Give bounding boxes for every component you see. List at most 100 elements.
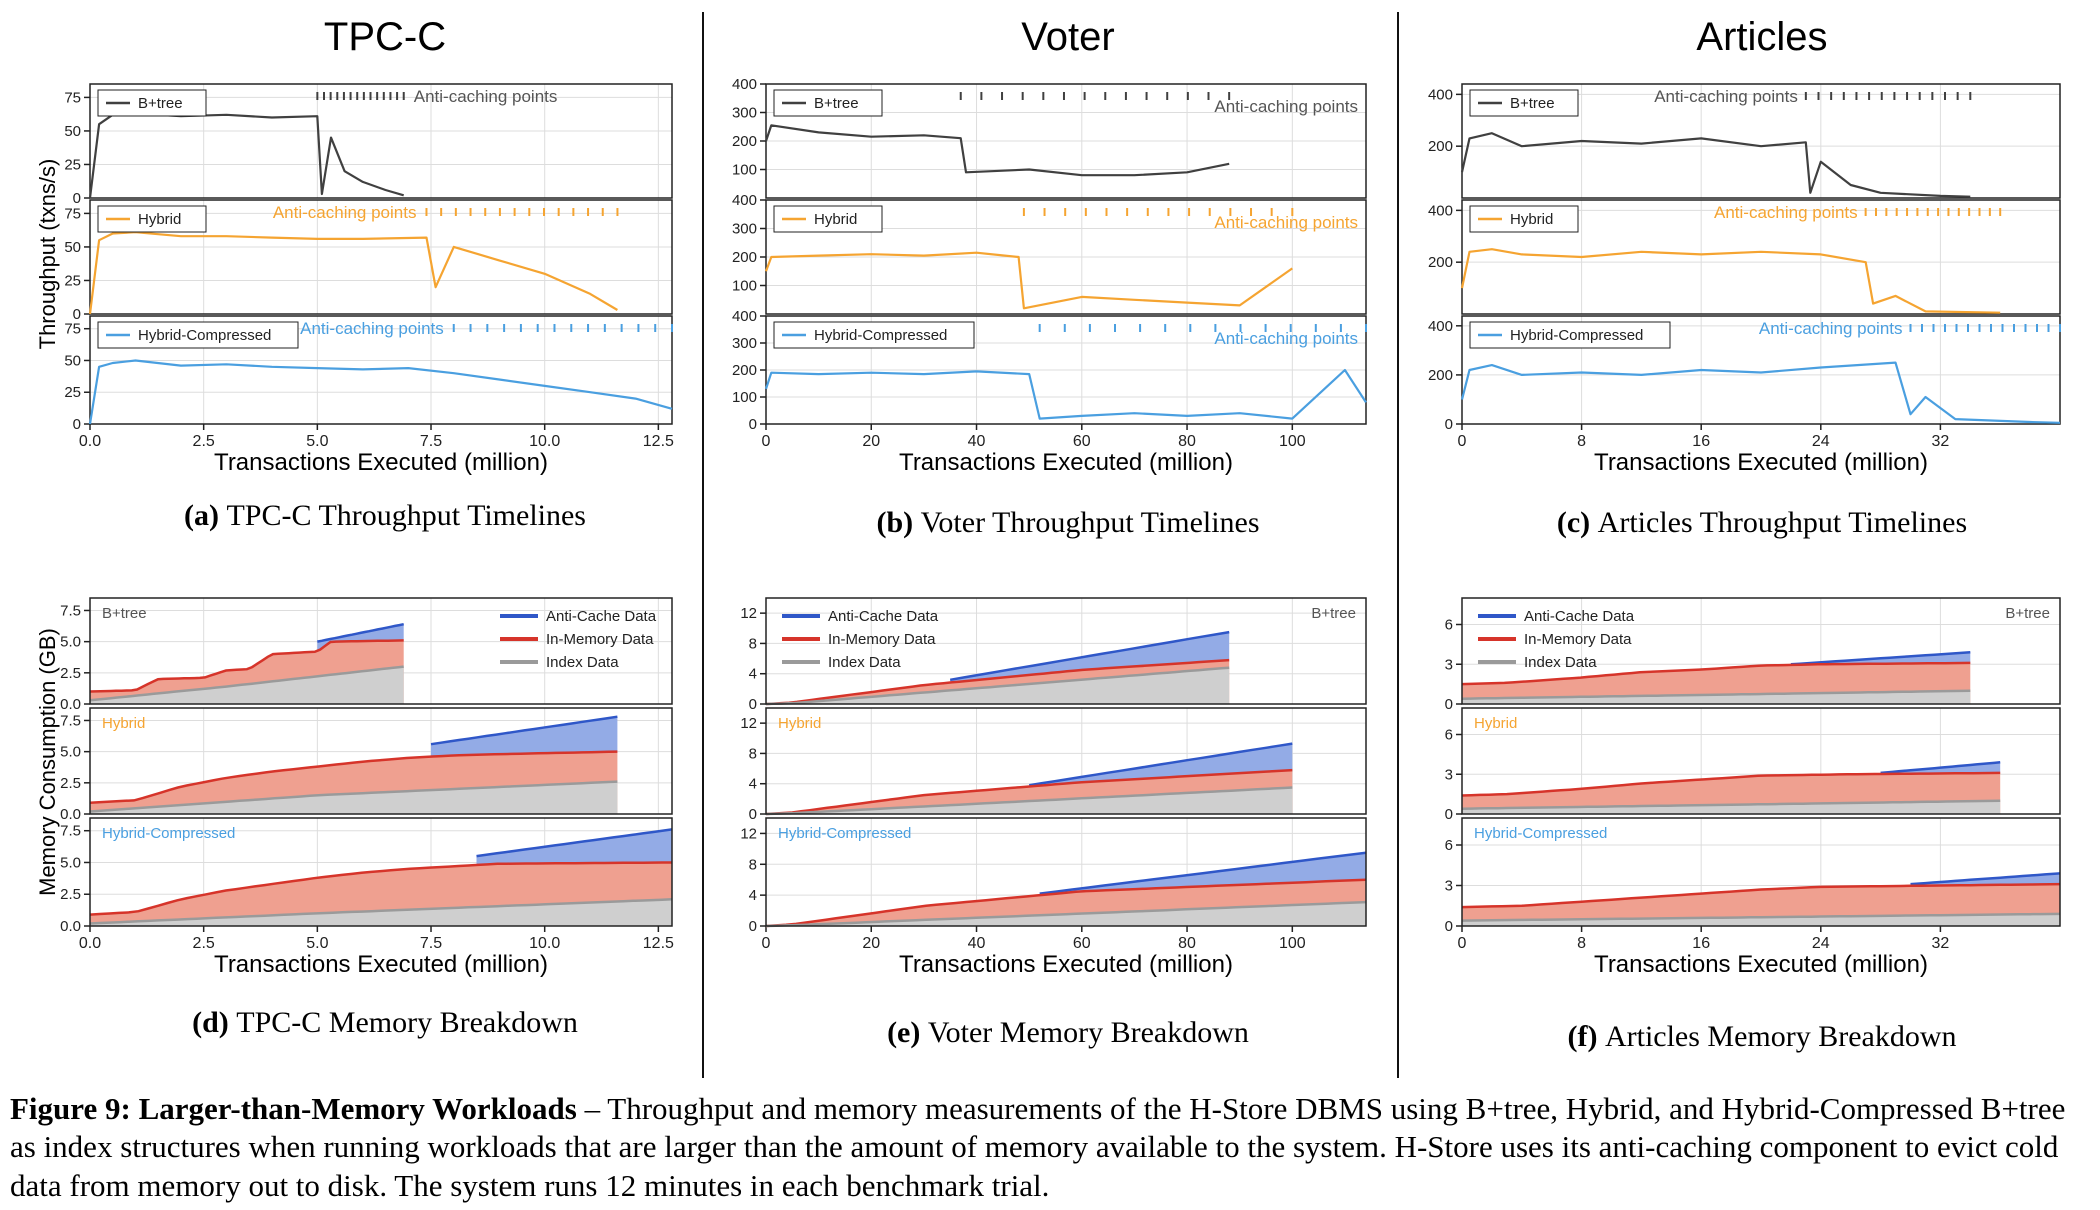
subplot-frame xyxy=(765,707,1367,815)
in-memory-line xyxy=(1461,771,2001,797)
anti-caching-annotation: Anti-caching points xyxy=(1214,329,1358,348)
y-tick-label: 200 xyxy=(1428,367,1453,384)
y-tick-label: 0.0 xyxy=(60,806,81,823)
x-tick-label: 12.5 xyxy=(643,935,674,952)
subcaption-label: (e) xyxy=(887,1016,928,1049)
x-tick-label: 7.5 xyxy=(420,935,442,952)
y-tick-label: 400 xyxy=(732,76,757,93)
subplot-frame xyxy=(89,83,673,199)
caption-title: Figure 9: Larger-than-Memory Workloads xyxy=(10,1091,577,1126)
subplot-frame xyxy=(765,199,1367,315)
subcaption-text: Articles Throughput Timelines xyxy=(1598,506,1967,539)
throughput-line-hybrid xyxy=(764,251,1293,310)
y-tick-label: 4 xyxy=(749,776,757,793)
legend-label: Hybrid xyxy=(138,211,181,228)
throughput-line-compressed xyxy=(764,368,1367,420)
index-line xyxy=(1461,689,1971,700)
subcaption: (d) TPC-C Memory Breakdown xyxy=(192,1006,578,1039)
y-tick-label: 0 xyxy=(1445,416,1453,433)
y-tick-label: 400 xyxy=(732,192,757,209)
anti-caching-annotation: Anti-caching points xyxy=(1214,97,1358,116)
subplot-frame xyxy=(89,199,673,315)
anti-caching-annotation: Anti-caching points xyxy=(273,203,417,222)
x-tick-label: 20 xyxy=(862,935,880,952)
y-tick-label: 3 xyxy=(1445,656,1453,673)
x-tick-label: 7.5 xyxy=(420,433,442,450)
subcaption-label: (a) xyxy=(184,499,226,532)
x-tick-label: 5.0 xyxy=(306,433,328,450)
x-tick-label: 0 xyxy=(1458,935,1467,952)
memory-legend-label: Index Data xyxy=(1524,654,1597,671)
y-tick-label: 200 xyxy=(732,362,757,379)
x-tick-label: 24 xyxy=(1812,433,1830,450)
y-tick-label: 2.5 xyxy=(60,775,81,792)
y-tick-label: 0 xyxy=(73,190,81,207)
chart-layer: TPC-C Voter Articles0255075025507502550750… xyxy=(35,15,2061,1053)
anti-cache-line xyxy=(317,622,404,643)
y-tick-label: 12 xyxy=(740,825,757,842)
subcaption-text: Voter Memory Breakdown xyxy=(928,1016,1249,1049)
x-tick-label: 0 xyxy=(762,433,771,450)
throughput-line-btree xyxy=(764,124,1230,177)
y-tick-label: 8 xyxy=(749,635,757,652)
memory-legend-label: In-Memory Data xyxy=(1524,631,1632,648)
y-tick-label: 7.5 xyxy=(60,712,81,729)
y-tick-label: 2.5 xyxy=(60,665,81,682)
y-tick-label: 0.0 xyxy=(60,696,81,713)
y-tick-label: 0 xyxy=(1445,696,1453,713)
y-tick-label: 6 xyxy=(1445,837,1453,854)
subplot-frame xyxy=(89,707,673,815)
subplot-frame xyxy=(89,315,673,425)
subplot-frame xyxy=(89,817,673,927)
column-title: TPC-C xyxy=(324,15,446,59)
x-tick-label: 16 xyxy=(1692,433,1710,450)
subplot-frame xyxy=(1461,817,2061,927)
y-tick-label: 300 xyxy=(732,335,757,352)
subplot-frame xyxy=(765,597,1367,705)
anti-cache-area xyxy=(317,624,404,652)
y-tick-label: 200 xyxy=(732,133,757,150)
x-tick-label: 8 xyxy=(1577,935,1586,952)
memory-legend-label: Index Data xyxy=(546,654,619,671)
y-tick-label: 25 xyxy=(64,272,81,289)
memory-legend-label: In-Memory Data xyxy=(546,631,654,648)
column-title: Articles xyxy=(1696,15,1827,59)
y-tick-label: 400 xyxy=(1428,86,1453,103)
index-line xyxy=(89,898,673,925)
x-tick-label: 40 xyxy=(968,433,986,450)
caption-text: – Throughput and memory measurements of … xyxy=(10,1091,2066,1203)
subplot-frame xyxy=(1461,199,2061,315)
index-area xyxy=(1462,690,1971,704)
index-area xyxy=(766,787,1293,814)
y-tick-label: 0 xyxy=(749,806,757,823)
x-tick-label: 5.0 xyxy=(306,935,328,952)
throughput-line-compressed xyxy=(88,359,673,425)
x-axis-label: Transactions Executed (million) xyxy=(1594,449,1928,476)
legend-label: Hybrid xyxy=(1510,211,1553,228)
x-tick-label: 8 xyxy=(1577,433,1586,450)
series-label: Hybrid xyxy=(102,715,145,732)
y-axis-label: Memory Consumption (GB) xyxy=(35,628,60,896)
subplot-frame xyxy=(1461,707,2061,815)
subcaption-label: (b) xyxy=(876,506,920,539)
subcaption: (e) Voter Memory Breakdown xyxy=(887,1016,1249,1049)
subcaption: (b) Voter Throughput Timelines xyxy=(876,506,1259,539)
throughput-line-compressed xyxy=(1460,361,2061,424)
y-tick-label: 100 xyxy=(732,389,757,406)
subcaption-text: TPC-C Throughput Timelines xyxy=(226,499,586,532)
x-tick-label: 80 xyxy=(1178,935,1196,952)
index-area xyxy=(1462,800,2001,814)
y-tick-label: 75 xyxy=(64,205,81,222)
anti-cache-line xyxy=(430,715,618,746)
series-label: B+tree xyxy=(102,605,147,622)
x-tick-label: 100 xyxy=(1279,935,1306,952)
in-memory-line xyxy=(1461,882,2061,909)
series-label: B+tree xyxy=(1311,605,1356,622)
y-tick-label: 0 xyxy=(1445,806,1453,823)
y-tick-label: 200 xyxy=(732,249,757,266)
index-area xyxy=(766,667,1230,704)
index-line xyxy=(89,780,618,813)
y-tick-label: 0 xyxy=(749,416,757,433)
index-line xyxy=(1461,799,2001,810)
y-tick-label: 5.0 xyxy=(60,854,81,871)
